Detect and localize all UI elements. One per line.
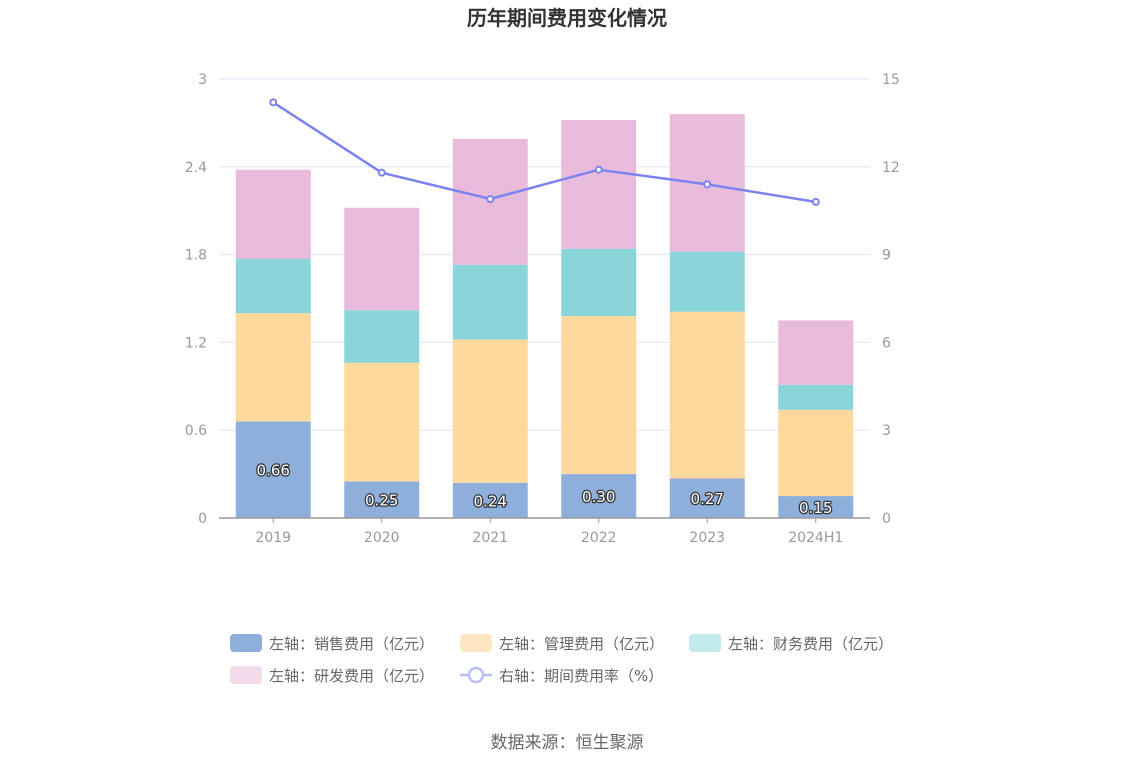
- legend-layer: 左轴：销售费用（亿元） 左轴：管理费用（亿元） 左轴：财务费用（亿元） 左轴：研发费用…: [230, 634, 893, 685]
- bar-data-label: 0.15: [799, 499, 832, 517]
- right-axis-tick-label: 9: [882, 248, 891, 264]
- x-axis-tick-label: 2022: [581, 530, 617, 546]
- bar-segment-2: [344, 362, 420, 482]
- bar-segment-4: [561, 119, 637, 249]
- left-axis-tick-label: 0: [198, 511, 207, 527]
- x-axis-tick-label: 2020: [364, 530, 400, 546]
- bar-segment-3: [778, 384, 854, 410]
- x-axis-tick-label: 2019: [255, 530, 291, 546]
- bar-segment-4: [235, 169, 311, 259]
- right-axis-tick-label: 6: [882, 335, 891, 351]
- x-axis-tick-label: 2023: [689, 530, 725, 546]
- legend-item[interactable]: 左轴：销售费用（亿元）: [230, 634, 434, 653]
- bar-segment-2: [452, 339, 528, 483]
- bar-data-label: 0.25: [365, 492, 398, 510]
- rate-point: [703, 180, 712, 189]
- chart-title: 历年期间费用变化情况: [467, 6, 667, 30]
- label-layer: 0.66 0.25 0.24 0.30 0.27 0.15: [255, 460, 833, 518]
- legend-label: 左轴：管理费用（亿元）: [499, 635, 664, 653]
- x-axis-tick-label: 2021: [472, 530, 508, 546]
- bar-data-label: 0.27: [691, 490, 724, 508]
- bar-data-label: 0.66: [257, 462, 290, 480]
- bar-segment-2: [778, 409, 854, 497]
- bar-segment-3: [669, 251, 745, 312]
- legend-item[interactable]: 左轴：管理费用（亿元）: [460, 634, 664, 653]
- rate-point: [269, 98, 278, 107]
- legend-swatch-marker: [467, 666, 485, 684]
- bar-segment-3: [344, 310, 420, 363]
- bar-segment-1: [561, 474, 637, 518]
- rate-line: [272, 101, 816, 204]
- right-axis-tick-label: 3: [882, 423, 891, 439]
- bar-segment-1: [452, 482, 528, 518]
- rate-point: [811, 197, 820, 206]
- right-axis-tick-label: 12: [882, 160, 900, 176]
- bar-segment-3: [561, 248, 637, 317]
- bar-segment-4: [778, 320, 854, 385]
- bar-segment-1: [235, 421, 311, 518]
- x-axis-tick-label: 2024H1: [788, 530, 843, 546]
- bar-segment-1: [344, 481, 420, 518]
- rate-point: [486, 194, 495, 203]
- legend-swatch: [230, 666, 262, 684]
- legend-label: 左轴：销售费用（亿元）: [269, 635, 434, 653]
- legend-swatch: [230, 634, 262, 652]
- bar-segment-4: [344, 207, 420, 311]
- legend-item[interactable]: 左轴：研发费用（亿元）: [230, 666, 434, 685]
- left-axis-tick-label: 3: [198, 72, 207, 88]
- legend-label: 左轴：财务费用（亿元）: [728, 635, 893, 653]
- bar-segment-2: [669, 311, 745, 479]
- bar-data-label: 0.24: [474, 492, 507, 510]
- rate-point: [377, 168, 386, 177]
- bar-segment-3: [452, 264, 528, 340]
- source-text: 数据来源：恒生聚源: [491, 733, 644, 753]
- grid-layer: [219, 78, 870, 431]
- line-layer: [269, 98, 820, 206]
- legend-item[interactable]: 右轴：期间费用率（%）: [460, 666, 663, 685]
- bar-segment-2: [561, 316, 637, 475]
- left-axis-tick-label: 2.4: [185, 160, 207, 176]
- legend-item[interactable]: 左轴：财务费用（亿元）: [689, 634, 893, 653]
- left-axis-tick-label: 1.2: [185, 335, 207, 351]
- legend-swatch: [689, 634, 721, 652]
- right-axis-tick-label: 0: [882, 511, 891, 527]
- bar-segment-1: [778, 496, 854, 518]
- legend-label: 左轴：研发费用（亿元）: [269, 667, 434, 685]
- bar-layer: [235, 114, 854, 518]
- axis-layer: 0 0.6 1.2 1.8 2.4 3 0 3 6 9 12 15 2019 2020 2021 2022 20…: [185, 72, 900, 546]
- bar-segment-2: [235, 313, 311, 422]
- legend-swatch: [460, 634, 492, 652]
- right-axis-tick-label: 15: [882, 72, 900, 88]
- bar-segment-3: [235, 258, 311, 314]
- left-axis-tick-label: 1.8: [185, 248, 207, 264]
- bar-segment-1: [669, 478, 745, 518]
- rate-point: [594, 165, 603, 174]
- bar-data-label: 0.30: [582, 488, 615, 506]
- left-axis-tick-label: 0.6: [185, 423, 207, 439]
- legend-label: 右轴：期间费用率（%）: [499, 667, 663, 685]
